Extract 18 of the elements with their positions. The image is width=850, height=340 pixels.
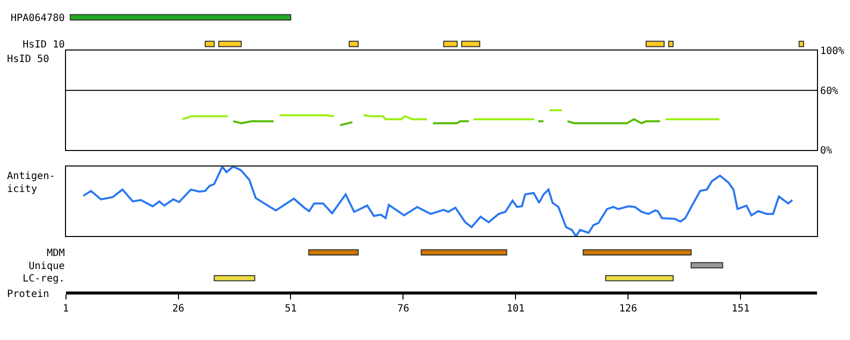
y-tick-label: MDM [46,248,65,259]
x-tick-label: 51 [284,303,297,314]
y-tick-label: 60% [820,86,838,97]
x-tick-label: 1 [62,303,69,314]
y-axis-title: Antigen- icity [7,171,56,195]
y-tick-label: HPA064780 [10,12,65,24]
x-tick-label: 151 [732,303,750,314]
y-axis-title: HsID 50 [7,54,50,65]
y-tick-label: 0% [820,146,832,157]
y-tick-label: Unique [28,260,65,272]
x-tick-label: 76 [397,303,410,314]
y-tick-label: HsID 10 [22,39,65,50]
y-tick-label: LC-reg. [22,274,65,285]
x-tick-label: 126 [619,303,638,314]
x-tick-label: 101 [506,303,525,314]
x-tick-label: 26 [172,303,184,314]
x-axis-title: Protein [7,289,50,300]
y-tick-label: 100% [820,46,844,57]
